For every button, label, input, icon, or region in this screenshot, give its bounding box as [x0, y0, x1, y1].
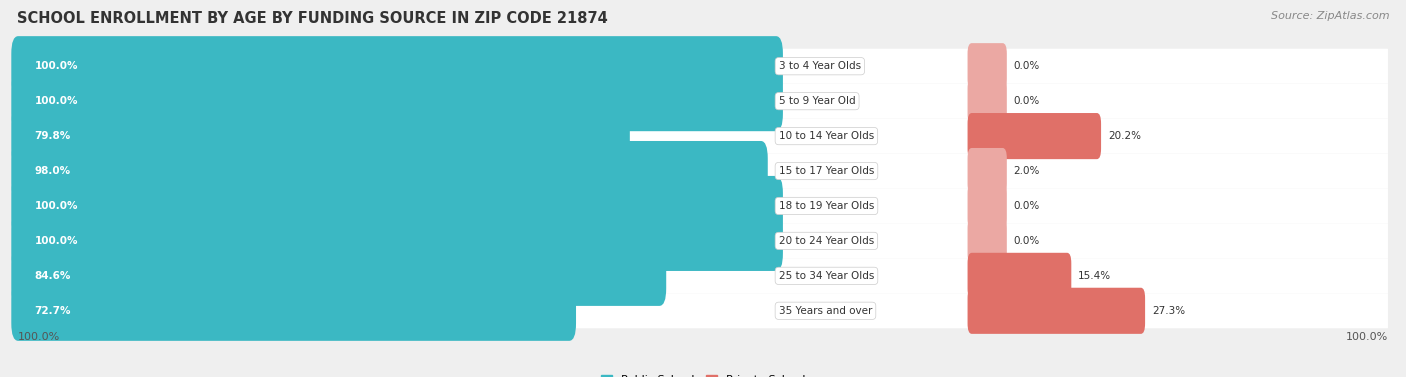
Text: 25 to 34 Year Olds: 25 to 34 Year Olds [779, 271, 875, 281]
FancyBboxPatch shape [967, 183, 1007, 229]
Text: 0.0%: 0.0% [1014, 236, 1040, 246]
Text: 72.7%: 72.7% [35, 306, 72, 316]
FancyBboxPatch shape [967, 113, 1101, 159]
Text: 5 to 9 Year Old: 5 to 9 Year Old [779, 96, 855, 106]
Text: 100.0%: 100.0% [1346, 332, 1388, 342]
Text: 3 to 4 Year Olds: 3 to 4 Year Olds [779, 61, 860, 71]
Text: 18 to 19 Year Olds: 18 to 19 Year Olds [779, 201, 875, 211]
FancyBboxPatch shape [18, 153, 1388, 188]
Text: 2.0%: 2.0% [1014, 166, 1040, 176]
Text: 0.0%: 0.0% [1014, 201, 1040, 211]
Text: 100.0%: 100.0% [35, 96, 79, 106]
FancyBboxPatch shape [967, 253, 1071, 299]
FancyBboxPatch shape [11, 36, 783, 96]
Legend: Public School, Private School: Public School, Private School [596, 370, 810, 377]
FancyBboxPatch shape [11, 246, 666, 306]
Text: 100.0%: 100.0% [35, 236, 79, 246]
Text: 27.3%: 27.3% [1152, 306, 1185, 316]
FancyBboxPatch shape [11, 106, 630, 166]
FancyBboxPatch shape [18, 49, 1388, 84]
FancyBboxPatch shape [11, 71, 783, 131]
Text: 84.6%: 84.6% [35, 271, 72, 281]
Text: SCHOOL ENROLLMENT BY AGE BY FUNDING SOURCE IN ZIP CODE 21874: SCHOOL ENROLLMENT BY AGE BY FUNDING SOUR… [17, 11, 607, 26]
FancyBboxPatch shape [967, 218, 1007, 264]
FancyBboxPatch shape [11, 176, 783, 236]
FancyBboxPatch shape [967, 43, 1007, 89]
FancyBboxPatch shape [11, 281, 576, 341]
Text: 100.0%: 100.0% [35, 61, 79, 71]
FancyBboxPatch shape [18, 188, 1388, 224]
FancyBboxPatch shape [18, 224, 1388, 258]
FancyBboxPatch shape [11, 141, 768, 201]
FancyBboxPatch shape [18, 84, 1388, 119]
FancyBboxPatch shape [18, 258, 1388, 293]
FancyBboxPatch shape [967, 288, 1144, 334]
FancyBboxPatch shape [18, 293, 1388, 328]
Text: 0.0%: 0.0% [1014, 96, 1040, 106]
FancyBboxPatch shape [11, 211, 783, 271]
Text: Source: ZipAtlas.com: Source: ZipAtlas.com [1271, 11, 1389, 21]
Text: 0.0%: 0.0% [1014, 61, 1040, 71]
Text: 15 to 17 Year Olds: 15 to 17 Year Olds [779, 166, 875, 176]
Text: 100.0%: 100.0% [18, 332, 60, 342]
Text: 20.2%: 20.2% [1108, 131, 1140, 141]
Text: 100.0%: 100.0% [35, 201, 79, 211]
FancyBboxPatch shape [967, 78, 1007, 124]
Text: 79.8%: 79.8% [35, 131, 70, 141]
Text: 15.4%: 15.4% [1078, 271, 1111, 281]
Text: 98.0%: 98.0% [35, 166, 70, 176]
FancyBboxPatch shape [967, 148, 1007, 194]
FancyBboxPatch shape [18, 119, 1388, 153]
Text: 20 to 24 Year Olds: 20 to 24 Year Olds [779, 236, 875, 246]
Text: 10 to 14 Year Olds: 10 to 14 Year Olds [779, 131, 875, 141]
Text: 35 Years and over: 35 Years and over [779, 306, 872, 316]
